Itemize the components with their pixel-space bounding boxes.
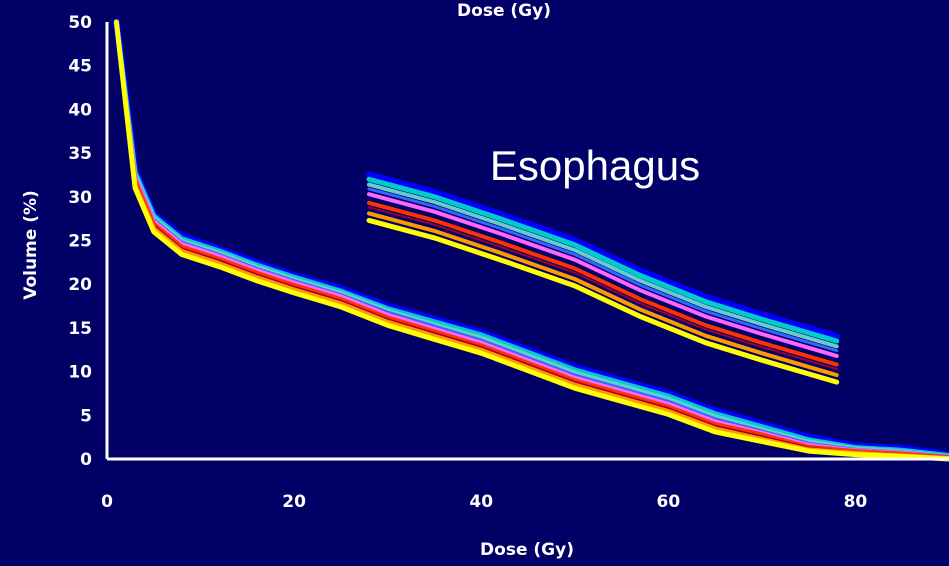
esophagus-dvh-curve-17 [367,211,839,378]
y-tick-label: 30 [68,188,92,208]
y-tick-label: 50 [68,13,92,33]
esophagus-dvh-curve-13 [367,187,839,353]
y-tick-label: 40 [68,100,92,120]
y-tick-label: 10 [68,363,92,383]
esophagus-dvh-curve-14 [367,192,839,358]
y-tick-labels: 0 5 10 15 20 25 30 35 40 45 50 [68,13,92,470]
main-dvh-curve-7 [115,21,949,460]
curve-group [112,18,949,462]
esophagus-annotation: Esophagus [490,142,700,189]
y-axis-title: Volume (%) [21,190,41,300]
esophagus-dvh-curve-18 [366,217,840,385]
x-tick-label: 0 [101,492,113,512]
y-tick-label: 35 [68,144,92,164]
esophagus-dvh-curve-11 [366,176,840,344]
y-tick-label: 45 [68,57,92,77]
y-tick-label: 5 [80,406,92,426]
main-dvh-curve-9 [113,19,949,462]
x-tick-label: 20 [282,492,306,512]
esophagus-dvh-curve-12 [367,182,839,349]
x-tick-label: 80 [844,492,868,512]
x-axis-title: Dose (Gy) [480,540,574,560]
main-dvh-curve-3 [114,20,949,459]
x-tick-label: 60 [656,492,680,512]
main-dvh-curve-6 [114,20,949,460]
y-tick-label: 15 [68,319,92,339]
esophagus-dvh-curve-16 [368,206,838,370]
x-tick-label: 40 [469,492,493,512]
esophagus-dvh-curve-15 [367,200,839,367]
top-axis-label: Dose (Gy) [457,1,551,21]
esophagus-dvh-curve-10 [365,171,841,341]
y-tick-label: 0 [80,450,92,470]
y-tick-label: 20 [68,275,92,295]
y-tick-label: 25 [68,232,92,252]
x-tick-labels: 0 20 40 60 80 [101,492,867,512]
